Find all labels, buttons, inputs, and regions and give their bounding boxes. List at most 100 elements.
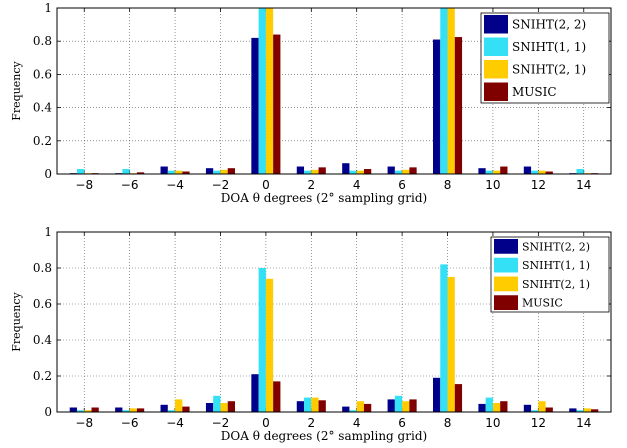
bar-sniht-2-2 [342,406,350,412]
legend-swatch [494,239,518,254]
legend: SNIHT(2, 2) SNIHT(1, 1) SNIHT(2, 1) MUSIC [480,12,610,104]
bar-music [454,384,463,412]
legend-label: SNIHT(2, 1) [512,62,586,76]
x-tick-label: 14 [576,416,591,430]
bar-music [454,37,463,174]
x-axis-label: DOA θ degrees (2° sampling grid) [221,429,427,443]
legend-swatch [484,60,508,79]
bar-sniht-1-1 [349,170,357,174]
bar-sniht-2-1 [402,401,410,412]
bar-music [273,381,281,412]
y-tick-label: 1 [44,225,52,239]
bar-sniht-1-1 [531,410,539,412]
bar-sniht-1-1 [304,397,312,412]
bar-sniht-2-2 [387,399,395,412]
x-tick-label: −2 [212,178,230,192]
x-tick-label: 12 [531,416,546,430]
bar-sniht-2-1 [311,169,319,174]
bar-sniht-2-2 [523,404,532,412]
axes-frame [56,7,612,175]
chart-1: 0 0.2 0.4 0.6 0.8 1 −8 −6 −4 −2 0 2 4 6 8 10 12 14 DOA θ d… [10,1,612,205]
bar-music [500,401,508,412]
y-axis-label: Frequency [10,60,23,120]
y-tick-label: 1 [44,1,52,15]
y-tick-label: 0.6 [33,297,52,311]
bar-music [409,399,417,412]
bar-sniht-2-1 [265,278,274,412]
bar-music [273,34,281,175]
x-tick-label: −4 [166,416,184,430]
legend-label: SNIHT(1, 1) [512,40,586,54]
axes-frame [56,231,612,413]
bar-sniht-2-2 [296,166,305,174]
legend-label: SNIHT(2, 1) [522,278,590,291]
bar-sniht-2-2 [296,401,305,412]
bar-sniht-2-1 [220,403,228,412]
bar-music [363,169,372,174]
x-tick-label: −6 [121,178,139,192]
bar-sniht-1-1 [213,395,221,412]
x-tick-label: 10 [485,416,500,430]
y-tick-label: 0.4 [33,333,52,347]
bar-sniht-2-2 [478,403,486,412]
bar-sniht-2-2 [251,374,259,412]
bar-sniht-1-1 [485,170,493,174]
bar-music [363,403,372,412]
y-tick-label: 0.2 [33,134,52,148]
bar-sniht-2-2 [432,377,441,412]
bar-music [182,406,190,412]
x-tick-label: 12 [531,178,546,192]
bar-sniht-1-1 [76,169,85,174]
bar-sniht-2-1 [492,170,501,174]
y-tick-label: 0.8 [33,34,52,48]
x-tick-label: 2 [307,178,315,192]
bar-sniht-2-1 [538,170,546,174]
bar-sniht-2-1 [175,399,183,412]
bar-sniht-1-1 [394,170,403,174]
bar-sniht-2-1 [220,169,228,174]
x-tick-label: −4 [166,178,184,192]
bar-sniht-2-2 [115,407,123,412]
legend-swatch [494,276,518,292]
bar-sniht-1-1 [122,410,130,412]
bar-sniht-1-1 [440,8,448,174]
bar-sniht-2-2 [205,168,214,174]
bar-sniht-1-1 [394,395,403,412]
bar-sniht-2-1 [538,401,546,412]
legend-label: MUSIC [512,85,557,99]
bar-music [409,167,417,174]
legend-label: MUSIC [522,297,563,310]
bar-music [227,401,236,412]
legend-swatch [494,257,518,273]
legend-swatch [484,15,508,34]
bar-sniht-1-1 [167,170,176,174]
bar-music [500,166,508,174]
x-tick-label: 6 [398,178,406,192]
legend-swatch [494,295,518,310]
bar-sniht-2-2 [251,37,259,174]
bar-music [182,171,190,174]
x-tick-label: 6 [398,416,406,430]
bar-music [318,400,326,412]
bar-sniht-2-2 [432,39,441,174]
bar-sniht-1-1 [576,410,584,412]
bar-sniht-1-1 [122,169,130,174]
y-tick-label: 0.4 [33,101,52,115]
legend-label: SNIHT(1, 1) [522,259,590,272]
bar-sniht-2-2 [205,403,214,412]
legend-label: SNIHT(2, 2) [522,240,590,253]
bar-sniht-2-1 [311,397,319,412]
bar-sniht-2-1 [356,170,364,174]
bar-music [545,407,553,412]
bar-sniht-1-1 [304,170,312,174]
x-tick-label: 8 [444,416,452,430]
x-tick-label: 4 [353,178,361,192]
bar-sniht-2-1 [402,169,410,174]
bar-sniht-1-1 [440,264,448,412]
bar-music [227,168,236,174]
bar-music [318,167,326,174]
legend: SNIHT(2, 2) SNIHT(1, 1) SNIHT(2, 1) MUSIC [490,236,610,313]
bar-sniht-1-1 [531,170,539,174]
x-tick-label: 2 [307,416,315,430]
